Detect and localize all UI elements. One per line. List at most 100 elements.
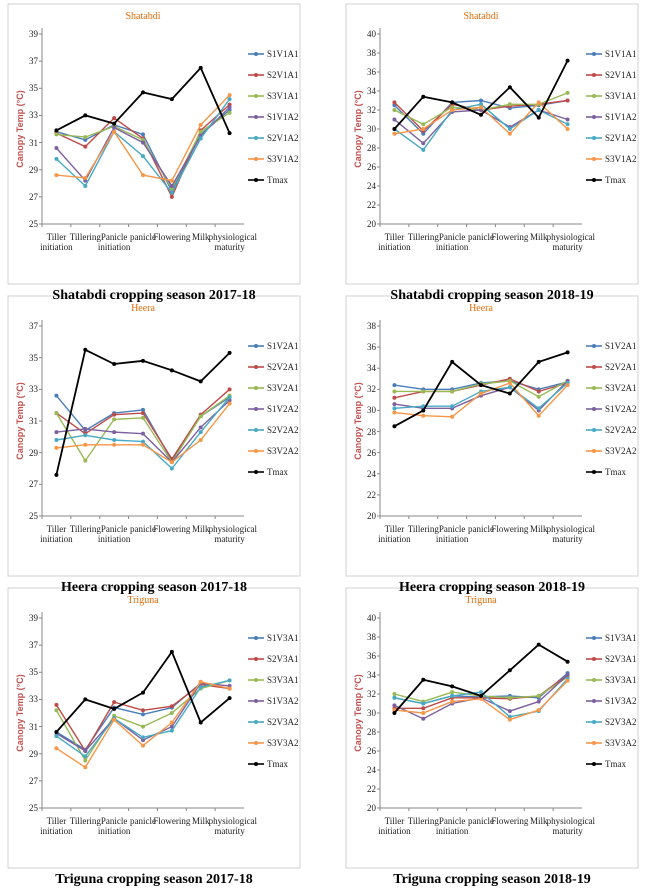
data-point: [536, 406, 541, 411]
x-tick-label: physiological maturity: [546, 232, 596, 252]
y-tick-label: 37: [29, 640, 38, 651]
x-tick-label: Tiller initiation: [378, 524, 411, 544]
data-point: [227, 387, 232, 392]
data-point: [392, 406, 397, 411]
legend-label: S2V2A1: [267, 362, 299, 372]
legend-label: S2V3A2: [267, 717, 299, 727]
data-point: [421, 141, 426, 146]
data-point: [421, 389, 426, 394]
x-tick-label: Panicle initiation: [97, 232, 131, 252]
data-point: [169, 194, 174, 199]
x-tick-label: Tillering: [407, 816, 439, 826]
x-tick-label: Flowering: [153, 816, 191, 826]
chart-title: Shatabdi: [125, 11, 161, 22]
legend-marker: [254, 52, 258, 56]
legend-marker: [592, 115, 596, 119]
y-tick-label: 37: [29, 56, 38, 67]
y-tick-label: 36: [367, 342, 376, 353]
data-point: [198, 438, 203, 442]
data-point: [198, 679, 203, 684]
data-point: [112, 121, 117, 126]
y-tick-label: 20: [367, 511, 376, 521]
data-point: [54, 734, 59, 739]
data-point: [227, 131, 232, 136]
data-point: [450, 105, 455, 110]
data-point: [536, 108, 541, 112]
x-tick-label: Flowering: [491, 232, 529, 242]
data-point: [479, 112, 483, 117]
y-tick-label: 30: [367, 708, 376, 718]
y-tick-label: 34: [367, 670, 376, 680]
legend-label: S2V3A1: [605, 654, 637, 664]
x-tick-label: Tillering: [407, 232, 439, 242]
x-tick-label: physiological maturity: [546, 524, 596, 544]
y-tick-label: 29: [29, 164, 38, 175]
legend-marker: [254, 73, 258, 77]
data-point: [141, 415, 145, 420]
data-point: [112, 116, 117, 121]
y-tick-label: 35: [29, 352, 38, 363]
data-point: [54, 146, 59, 150]
data-point: [450, 404, 455, 409]
x-tick-label: Flowering: [153, 524, 191, 534]
data-point: [392, 395, 397, 400]
legend-label: S3V3A1: [267, 675, 299, 685]
data-point: [507, 695, 512, 700]
y-tick-label: 24: [367, 181, 376, 191]
legend-marker: [592, 720, 596, 724]
data-point: [198, 425, 203, 430]
data-point: [450, 690, 455, 695]
data-point: [112, 717, 117, 722]
data-point: [421, 147, 426, 152]
legend-marker: [254, 178, 258, 182]
data-point: [198, 65, 203, 70]
y-tick-label: 25: [29, 803, 38, 813]
data-point: [54, 746, 59, 751]
x-tick-label: Tiller initiation: [40, 816, 73, 836]
data-point: [83, 135, 88, 140]
x-tick-label: Milk: [529, 524, 548, 534]
data-point: [392, 389, 397, 394]
y-tick-label: 22: [367, 489, 376, 500]
chart-frame: [345, 587, 639, 869]
data-point: [392, 424, 397, 429]
data-point: [169, 728, 174, 733]
legend-label: S3V2A1: [605, 383, 637, 393]
legend-marker: [254, 636, 258, 640]
chart-caption: Shatabdi cropping season 2017-18: [52, 288, 256, 303]
data-point: [479, 102, 483, 107]
legend-marker: [592, 386, 596, 390]
y-tick-label: 25: [29, 219, 38, 229]
y-tick-label: 29: [29, 447, 38, 458]
y-tick-label: 31: [29, 416, 38, 426]
data-point: [54, 132, 59, 137]
y-tick-label: 33: [29, 694, 38, 705]
x-tick-label: panicle: [130, 524, 156, 534]
y-tick-label: 33: [29, 110, 38, 121]
y-tick-label: 37: [29, 321, 38, 331]
data-point: [565, 383, 570, 388]
y-tick-label: 38: [367, 632, 376, 642]
data-point: [227, 97, 232, 102]
data-point: [450, 100, 455, 105]
data-point: [450, 414, 455, 419]
data-point: [565, 659, 570, 664]
data-point: [54, 411, 59, 416]
data-point: [141, 439, 145, 444]
chart-caption: Triguna cropping season 2018-19: [393, 872, 591, 887]
legend-marker: [254, 157, 258, 161]
data-point: [536, 708, 541, 713]
legend-marker: [592, 428, 596, 432]
data-point: [141, 735, 145, 740]
data-point: [507, 668, 512, 673]
data-point: [227, 110, 232, 115]
data-point: [169, 466, 174, 471]
data-point: [421, 701, 426, 706]
data-point: [565, 117, 570, 122]
y-tick-label: 26: [367, 746, 376, 756]
data-point: [112, 125, 117, 130]
y-tick-label: 35: [29, 667, 38, 678]
legend-marker: [254, 386, 258, 390]
data-point: [392, 402, 397, 407]
